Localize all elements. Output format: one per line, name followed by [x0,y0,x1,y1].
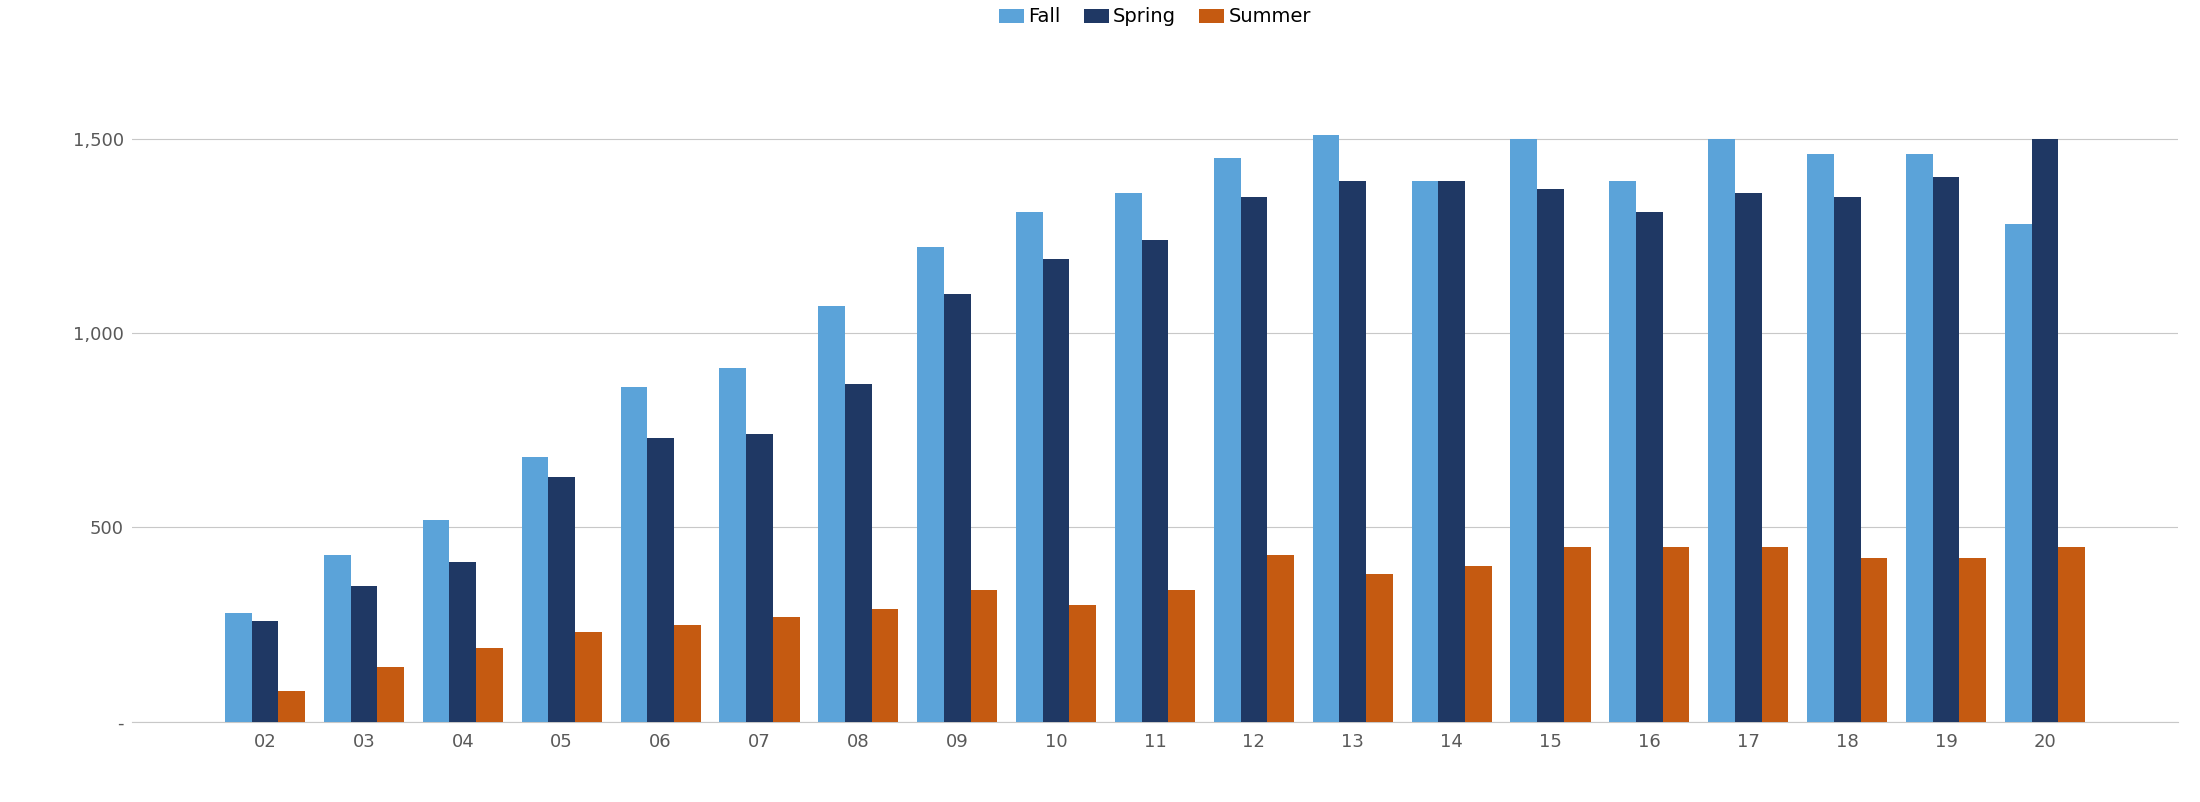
Bar [1663,547,1690,722]
Bar [1806,154,1835,722]
Bar [2004,224,2031,722]
Bar [521,457,548,722]
Bar [845,383,871,722]
Bar [772,617,799,722]
Bar [1511,139,1538,722]
Bar [1707,139,1736,722]
Bar [251,621,279,722]
Bar [719,368,746,722]
Bar [449,562,475,722]
Bar [1241,196,1267,722]
Bar [1637,213,1663,722]
Bar [1313,135,1340,722]
Bar [1069,606,1096,722]
Bar [376,667,405,722]
Bar [548,477,574,722]
Bar [1835,196,1861,722]
Bar [1439,181,1465,722]
Bar [944,294,970,722]
Legend: Fall, Spring, Summer: Fall, Spring, Summer [999,6,1311,26]
Bar [1960,558,1987,722]
Bar [350,585,376,722]
Bar [1043,259,1069,722]
Bar [1736,193,1762,722]
Bar [279,691,306,722]
Bar [1538,189,1564,722]
Bar [647,438,673,722]
Bar [1168,589,1195,722]
Bar [1340,181,1366,722]
Bar [620,387,647,722]
Bar [673,625,700,722]
Bar [574,632,603,722]
Bar [1214,158,1241,722]
Bar [224,613,251,722]
Bar [2059,547,2086,722]
Bar [323,555,350,722]
Bar [970,589,997,722]
Bar [1934,177,1960,722]
Bar [1762,547,1789,722]
Bar [1905,154,1934,722]
Bar [1861,558,1888,722]
Bar [1366,574,1393,722]
Bar [1016,213,1043,722]
Bar [422,520,449,722]
Bar [475,648,504,722]
Bar [818,306,845,722]
Bar [1610,181,1637,722]
Bar [1142,240,1168,722]
Bar [2031,139,2059,722]
Bar [746,434,772,722]
Bar [1564,547,1591,722]
Bar [1115,193,1142,722]
Bar [871,609,898,722]
Bar [1267,555,1294,722]
Bar [917,247,944,722]
Bar [1412,181,1439,722]
Bar [1465,566,1492,722]
